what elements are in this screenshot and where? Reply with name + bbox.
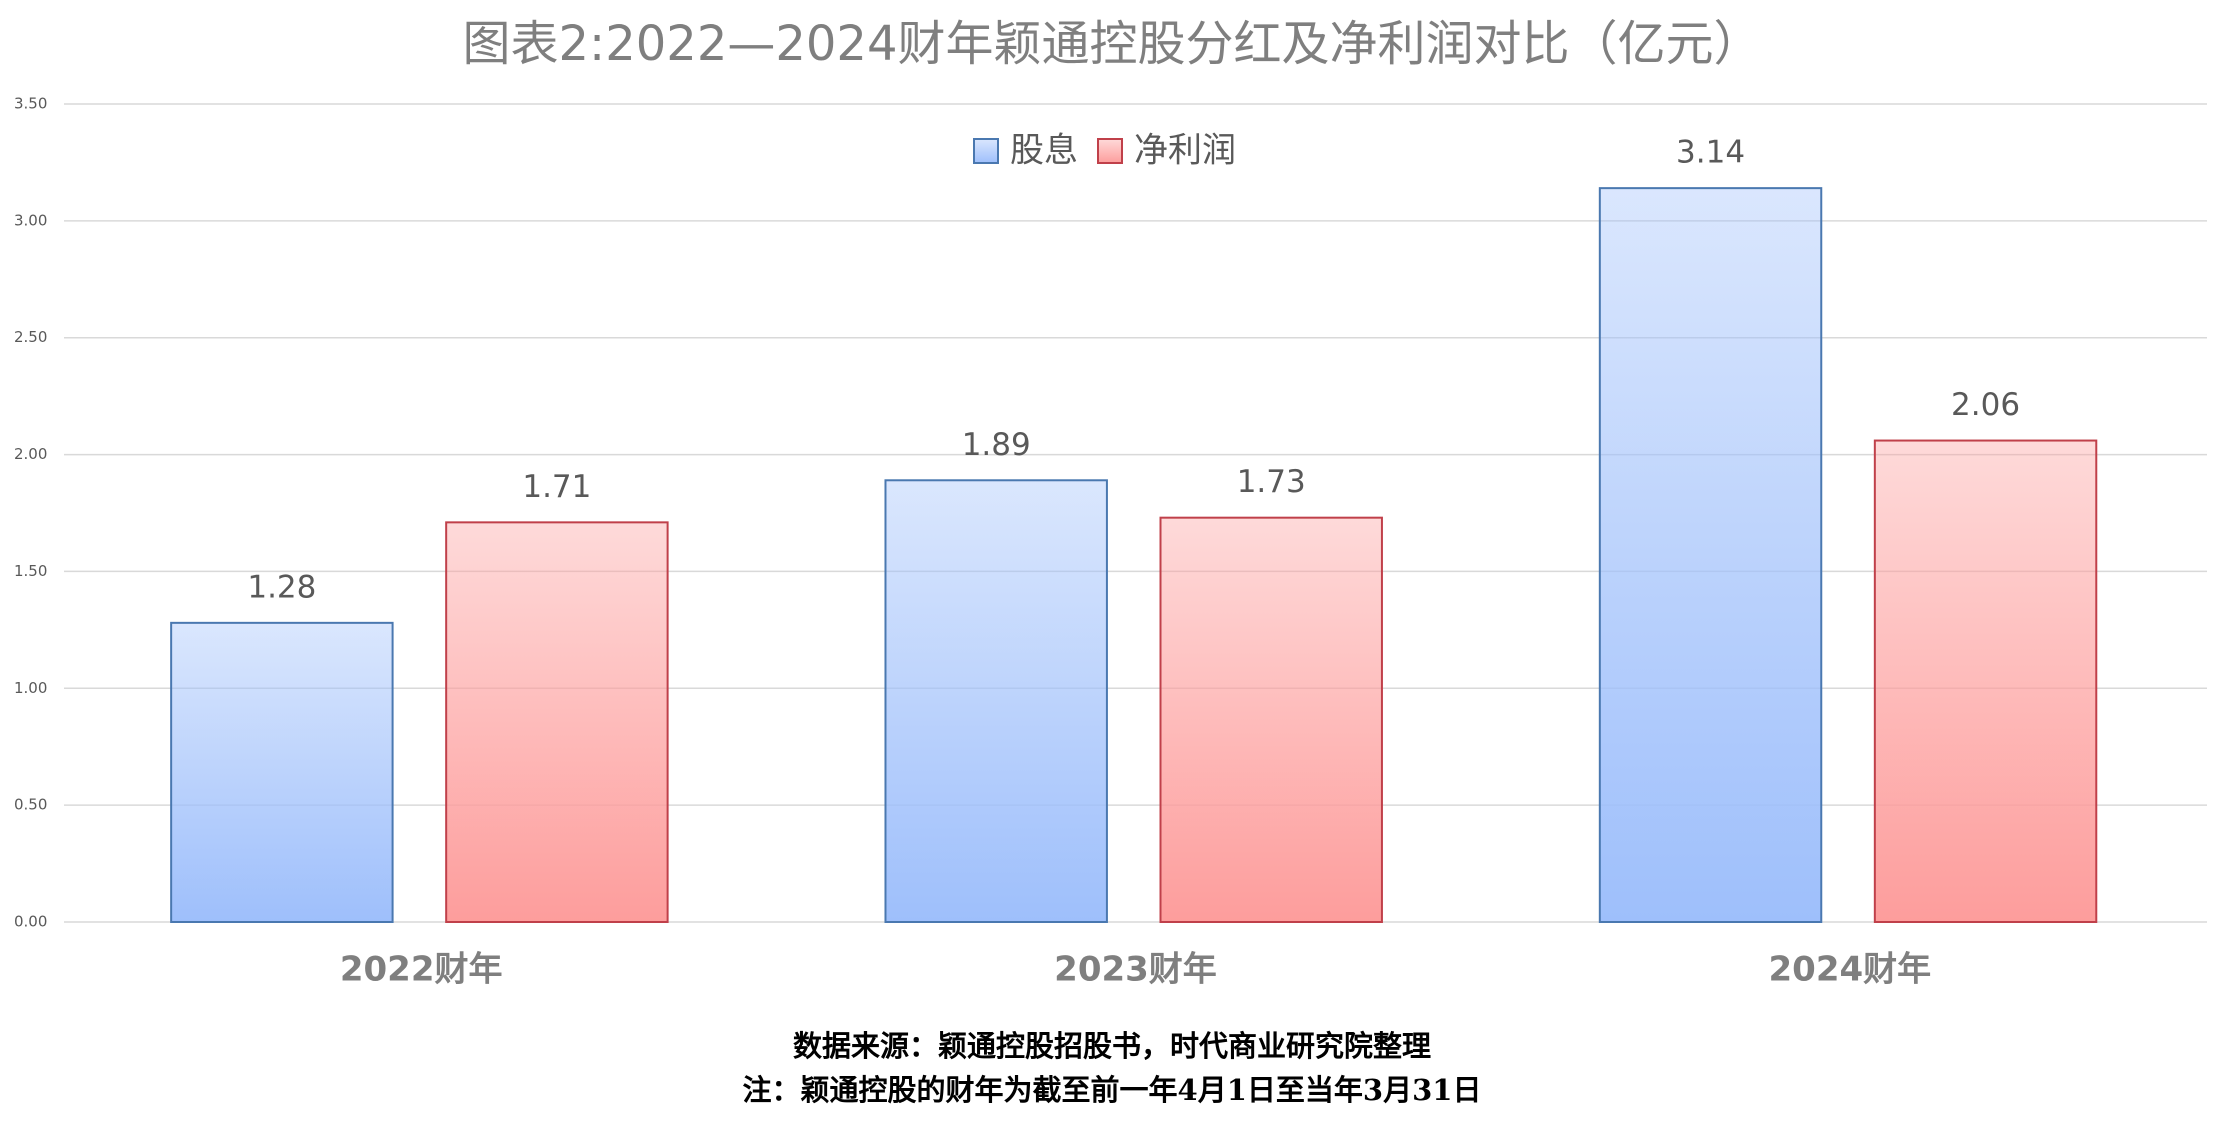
bar [170,621,394,923]
data-label: 1.73 [1237,464,1306,500]
y-tick-label: 0.00 [14,913,47,931]
y-tick-label: 2.00 [14,445,47,463]
bar [445,521,669,923]
data-label: 1.71 [522,469,591,505]
legend-label: 净利润 [1134,131,1236,171]
legend-label: 股息 [1010,131,1078,171]
legend-swatch [1097,138,1123,164]
bar [884,479,1108,923]
chart-title: 图表2:2022—2024财年颖通控股分红及净利润对比（亿元） [462,16,1761,72]
y-tick-label: 3.00 [14,211,47,229]
legend-swatch [973,138,999,164]
x-tick-label: 2023财年 [1054,950,1217,990]
y-tick-label: 2.50 [14,328,47,346]
source-note: 数据来源：颖通控股招股书，时代商业研究院整理 [793,1029,1431,1063]
y-tick-label: 3.50 [14,95,47,113]
x-tick-label: 2024财年 [1769,950,1932,990]
y-tick-label: 0.50 [14,796,47,814]
bar [1873,439,2098,923]
x-tick-label: 2022财年 [340,950,503,990]
data-label: 2.06 [1951,387,2020,423]
footnote: 注：颖通控股的财年为截至前一年4月1日至当年3月31日 [743,1073,1482,1107]
y-tick-label: 1.50 [14,562,47,580]
data-label: 1.89 [962,427,1031,463]
data-label: 1.28 [247,569,316,605]
data-label: 3.14 [1676,135,1745,171]
bar [1159,516,1383,923]
bar [1598,187,1823,923]
y-tick-label: 1.00 [14,679,47,697]
